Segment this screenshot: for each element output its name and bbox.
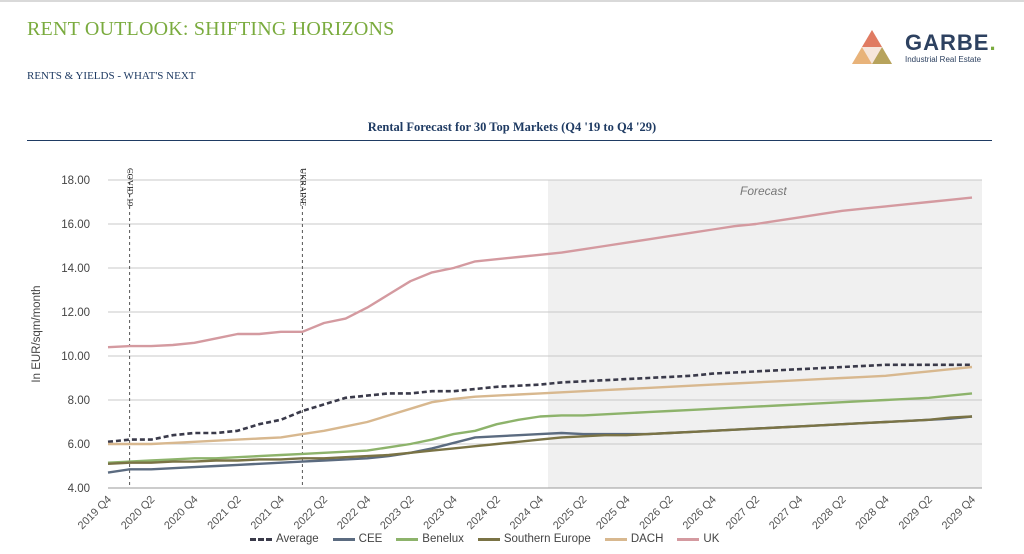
forecast-label: Forecast — [740, 184, 787, 198]
x-tick-label: 2019 Q4 — [76, 494, 114, 532]
x-tick-label: 2023 Q2 — [378, 494, 416, 532]
y-tick-label: 16.00 — [61, 219, 90, 231]
y-tick-label: 6.00 — [68, 439, 90, 451]
y-tick-label: 4.00 — [68, 483, 90, 495]
x-tick-label: 2026 Q2 — [637, 494, 675, 532]
legend-label: DACH — [630, 533, 664, 545]
series-line-southern-europe — [107, 415, 973, 465]
page-title: RENT OUTLOOK: SHIFTING HORIZONS — [27, 18, 395, 40]
x-tick-label: 2026 Q4 — [681, 494, 719, 532]
page-subtitle: RENTS & YIELDS - WHAT'S NEXT — [27, 70, 196, 82]
legend-item-benelux: Benelux — [396, 533, 464, 545]
forecast-region — [548, 180, 982, 488]
x-tick-label: 2023 Q4 — [421, 494, 459, 532]
legend-label: Benelux — [422, 533, 464, 545]
x-tick-label: 2028 Q2 — [810, 494, 848, 532]
legend-item-southern-europe: Southern Europe — [477, 533, 591, 545]
x-tick-label: 2024 Q2 — [465, 494, 503, 532]
chart-title: Rental Forecast for 30 Top Markets (Q4 '… — [367, 120, 657, 134]
series-line-uk — [107, 196, 973, 349]
logo-wordmark: GARBE. — [905, 30, 997, 55]
series-line-average — [107, 363, 972, 444]
legend-item-uk: UK — [677, 533, 719, 545]
x-tick-label: 2021 Q4 — [249, 494, 287, 532]
y-tick-label: 8.00 — [68, 395, 90, 407]
x-tick-label: 2029 Q4 — [940, 494, 978, 532]
x-tick-label: 2025 Q4 — [594, 494, 632, 532]
legend-label: Southern Europe — [503, 533, 591, 545]
legend-item-cee: CEE — [332, 533, 383, 545]
legend-swatch — [332, 537, 355, 541]
y-axis-label: In EUR/sqm/month — [31, 285, 43, 382]
x-tick-label: 2028 Q4 — [853, 494, 891, 532]
legend-item-average: Average — [250, 533, 319, 545]
x-tick-label: 2024 Q4 — [508, 494, 546, 532]
x-tick-label: 2025 Q2 — [551, 494, 589, 532]
legend-swatch — [677, 537, 700, 541]
legend-label: Average — [276, 533, 319, 545]
x-tick-label: 2020 Q4 — [162, 494, 200, 532]
x-tick-label: 2021 Q2 — [205, 494, 243, 532]
x-tick-label: 2022 Q4 — [335, 494, 373, 532]
series-line-dach — [108, 365, 973, 446]
chart-title-rule — [27, 140, 992, 141]
y-tick-label: 10.00 — [61, 351, 90, 363]
legend-swatch — [250, 537, 272, 541]
x-tick-label: 2027 Q2 — [724, 494, 762, 532]
event-marker-label: COVID-19 — [126, 168, 136, 206]
y-tick-label: 14.00 — [61, 263, 90, 275]
event-marker-label: UKRAINE — [298, 168, 308, 206]
x-tick-label: 2022 Q2 — [292, 494, 330, 532]
legend-swatch — [396, 537, 419, 541]
chart-legend: Average CEE Benelux Southern Europe DACH UK — [250, 533, 733, 545]
x-tick-label: 2029 Q2 — [897, 494, 935, 532]
legend-label: CEE — [358, 533, 383, 545]
legend-label: UK — [703, 533, 720, 545]
x-tick-label: 2020 Q2 — [119, 494, 157, 532]
y-tick-label: 18.00 — [61, 175, 90, 187]
legend-item-dach: DACH — [604, 533, 664, 545]
garbe-logo-icon — [852, 30, 892, 64]
legend-swatch — [604, 537, 627, 541]
logo-tagline: Industrial Real Estate — [905, 55, 982, 64]
legend-swatch — [477, 537, 500, 541]
x-tick-label: 2027 Q4 — [767, 494, 805, 532]
y-tick-label: 12.00 — [61, 307, 90, 319]
garbe-logo: GARBE. Industrial Real Estate — [850, 28, 1010, 68]
top-border — [0, 0, 1024, 2]
series-line-benelux — [107, 392, 973, 464]
